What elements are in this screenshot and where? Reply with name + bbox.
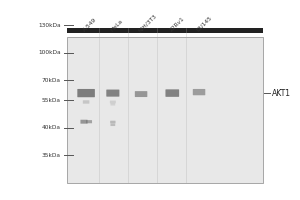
Text: 130kDa: 130kDa xyxy=(38,23,61,28)
FancyBboxPatch shape xyxy=(110,121,116,123)
FancyBboxPatch shape xyxy=(110,103,115,106)
Text: NIH/3T3: NIH/3T3 xyxy=(137,13,158,33)
FancyBboxPatch shape xyxy=(86,120,92,123)
FancyBboxPatch shape xyxy=(80,120,88,124)
Text: DU145: DU145 xyxy=(196,15,213,33)
Text: 70kDa: 70kDa xyxy=(42,78,61,83)
FancyBboxPatch shape xyxy=(106,90,119,97)
FancyBboxPatch shape xyxy=(83,100,89,104)
Text: 55kDa: 55kDa xyxy=(42,98,61,102)
FancyBboxPatch shape xyxy=(67,28,263,33)
Text: 22Rv1: 22Rv1 xyxy=(169,16,185,33)
Text: A-549: A-549 xyxy=(82,17,98,33)
FancyBboxPatch shape xyxy=(67,37,263,183)
FancyBboxPatch shape xyxy=(77,89,95,97)
FancyBboxPatch shape xyxy=(135,91,147,97)
Text: HeLa: HeLa xyxy=(109,19,124,33)
Text: AKT1: AKT1 xyxy=(272,89,291,98)
FancyBboxPatch shape xyxy=(110,101,116,103)
FancyBboxPatch shape xyxy=(110,124,115,126)
FancyBboxPatch shape xyxy=(193,89,205,95)
Text: 100kDa: 100kDa xyxy=(38,50,61,55)
FancyBboxPatch shape xyxy=(166,89,179,97)
Text: 40kDa: 40kDa xyxy=(42,125,61,130)
Text: 35kDa: 35kDa xyxy=(42,153,61,158)
